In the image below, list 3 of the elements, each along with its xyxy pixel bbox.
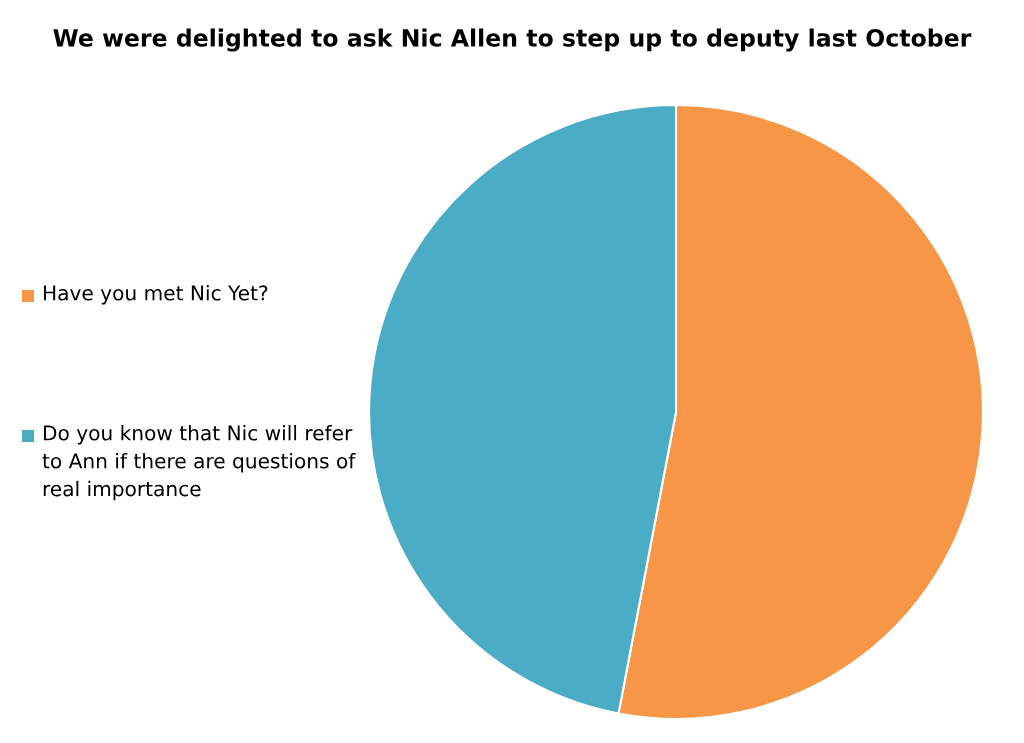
legend-label: Do you know that Nic will refer to Ann if there are questions of real importance [42,425,356,501]
chart-title: We were delighted to ask Nic Allen to step up to deputy last October [53,28,972,52]
legend-label: Have you met Nic Yet? [43,285,268,305]
